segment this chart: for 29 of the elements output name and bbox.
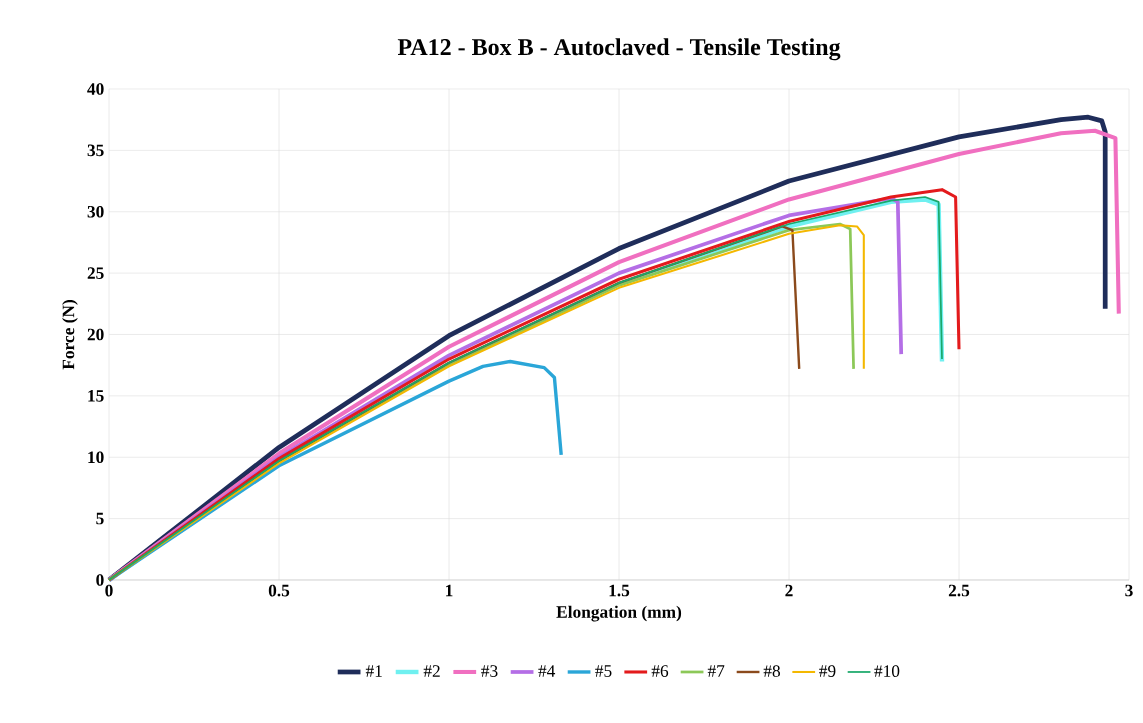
- legend-label: #10: [874, 665, 900, 677]
- legend-label: #5: [595, 665, 612, 677]
- legend-label: #9: [819, 665, 836, 677]
- x-tick-label: 2.5: [948, 584, 970, 597]
- y-axis-title: Force (N): [62, 300, 78, 370]
- legend-label: #3: [481, 665, 498, 677]
- y-tick-label: 15: [88, 390, 104, 402]
- legend-label: #7: [707, 665, 725, 677]
- y-tick-label: 35: [87, 144, 104, 157]
- x-tick-label: 0.5: [268, 584, 290, 597]
- y-tick-label: 0: [96, 574, 104, 586]
- x-tick-label: 0: [105, 584, 113, 597]
- x-tick-label: 1: [446, 584, 453, 597]
- chart-title: PA12 - Box B - Autoclaved - Tensile Testing: [397, 38, 841, 61]
- y-tick-label: 30: [87, 205, 104, 218]
- y-tick-label: 40: [87, 83, 104, 95]
- legend-label: #2: [423, 665, 440, 677]
- legend-label: #6: [651, 665, 669, 677]
- x-tick-label: 3: [1125, 584, 1133, 597]
- x-axis-title: Elongation (mm): [556, 605, 682, 622]
- legend-label: #1: [365, 665, 382, 677]
- y-tick-label: 5: [96, 512, 104, 525]
- y-tick-label: 20: [87, 328, 104, 341]
- x-tick-label: 2: [785, 584, 793, 597]
- y-tick-label: 10: [88, 451, 104, 464]
- legend-label: #8: [763, 665, 780, 677]
- y-tick-label: 25: [87, 267, 104, 279]
- legend-label: #4: [538, 665, 556, 677]
- x-tick-label: 1.5: [609, 584, 630, 597]
